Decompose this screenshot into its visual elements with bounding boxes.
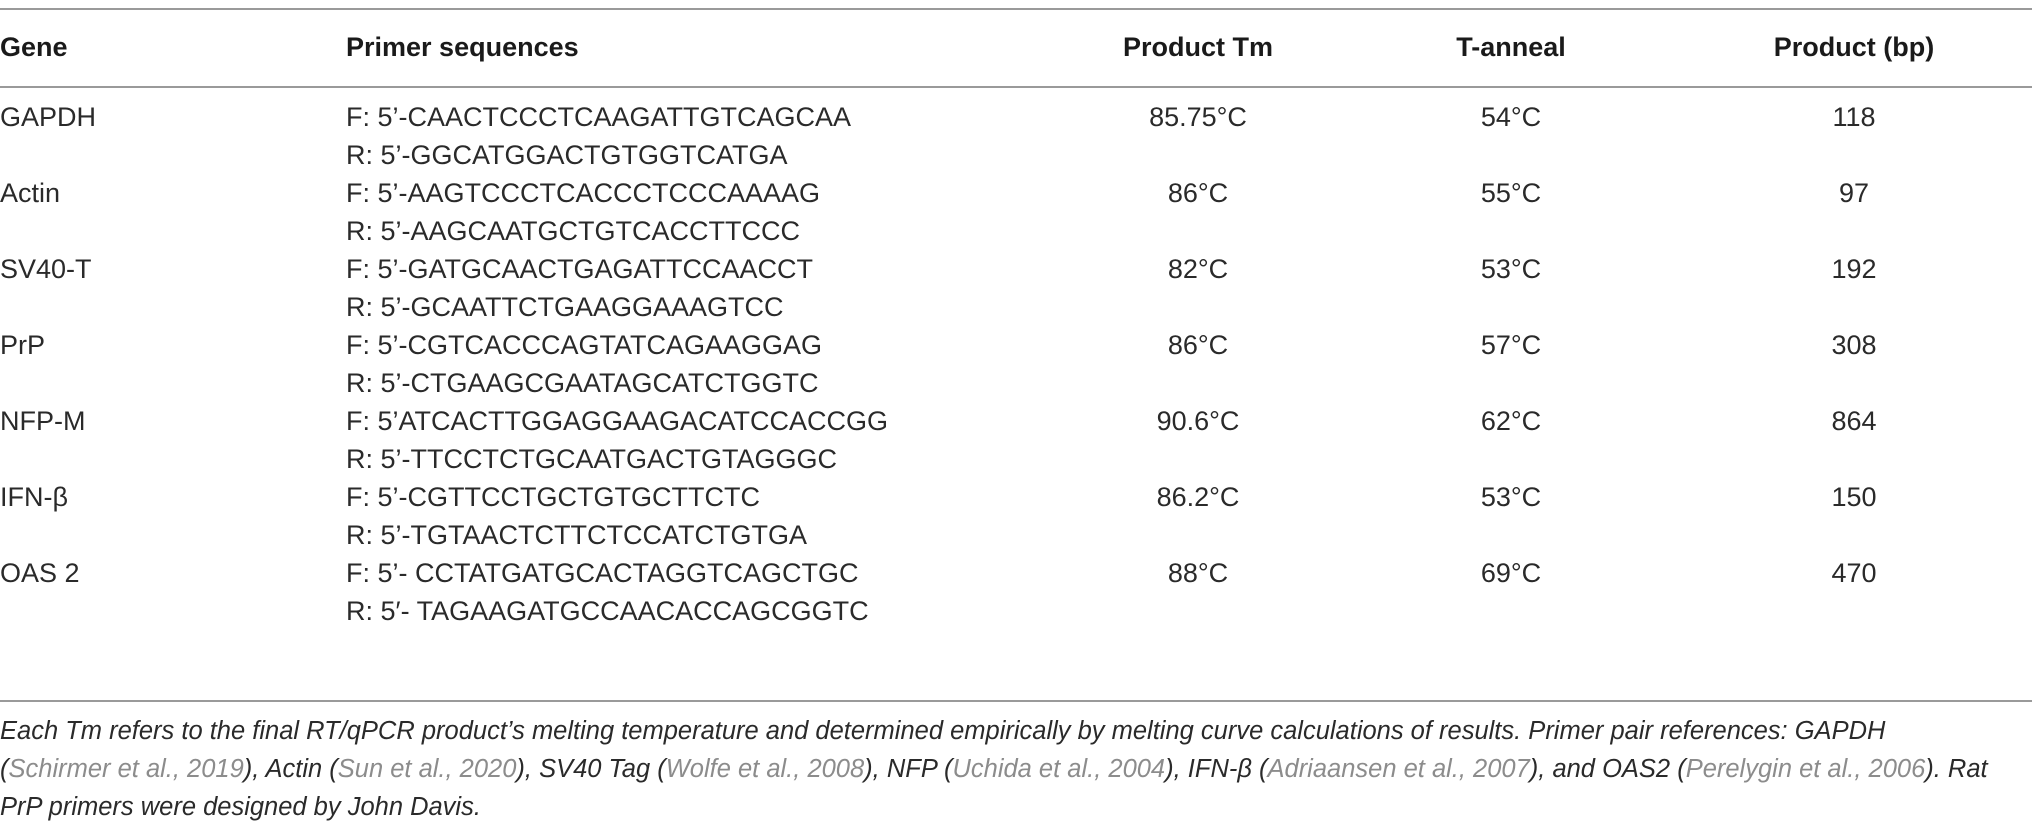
header-gene: Gene (0, 31, 68, 62)
cell-primers: F: 5’-GATGCAACTGAGATTCCAACCT R: 5’-GCAAT… (346, 250, 1050, 326)
forward-primer: F: 5’-AAGTCCCTCACCCTCCCAAAAG (346, 178, 821, 208)
cell-product-bp: 150 (1831, 482, 1877, 512)
cell-primers: F: 5’- CCTATGATGCACTAGGTCAGCTGC R: 5′- T… (346, 554, 1050, 630)
cell-product-tm: 86°C (1167, 178, 1229, 208)
reverse-primer: R: 5’-GGCATGGACTGTGGTCATGA (346, 140, 788, 170)
forward-primer: F: 5’-CGTTCCTGCTGTGCTTCTC (346, 482, 760, 512)
table-row: IFN-β F: 5’-CGTTCCTGCTGTGCTTCTC R: 5’-TG… (0, 478, 2032, 554)
cell-t-anneal: 57°C (1480, 330, 1542, 360)
cell-product-tm: 85.75°C (1149, 102, 1247, 132)
cell-product-bp: 864 (1831, 406, 1877, 436)
header-primer: Primer sequences (346, 31, 579, 62)
cell-primers: F: 5’-CAACTCCCTCAAGATTGTCAGCAA R: 5’-GGC… (346, 86, 1050, 174)
cell-gene: OAS 2 (0, 558, 80, 588)
reverse-primer: R: 5’-TGTAACTCTTCTCCATCTGTGA (346, 520, 807, 550)
cell-gene: Actin (0, 178, 61, 208)
cell-product-tm: 86.2°C (1156, 482, 1240, 512)
table-row: PrP F: 5’-CGTCACCCAGTATCAGAAGGAG R: 5’-C… (0, 326, 2032, 402)
cell-product-tm: 86°C (1167, 330, 1229, 360)
header-bottom-rule (0, 86, 2032, 88)
table-row: Actin F: 5’-AAGTCCCTCACCCTCCCAAAAG R: 5’… (0, 174, 2032, 250)
citation-link[interactable]: Uchida et al., 2004 (952, 755, 1166, 783)
cell-t-anneal: 55°C (1480, 178, 1542, 208)
citation-link[interactable]: Schirmer et al., 2019 (8, 755, 244, 783)
reverse-primer: R: 5′- TAGAAGATGCCAACACCAGCGGTC (346, 596, 869, 626)
cell-t-anneal: 54°C (1480, 102, 1542, 132)
table-row: GAPDH F: 5’-CAACTCCCTCAAGATTGTCAGCAA R: … (0, 86, 2032, 174)
reverse-primer: R: 5’-AAGCAATGCTGTCACCTTCCC (346, 216, 801, 246)
citation-link[interactable]: Perelygin et al., 2006 (1685, 755, 1926, 783)
table-row: OAS 2 F: 5’- CCTATGATGCACTAGGTCAGCTGC R:… (0, 554, 2032, 630)
footnote-text: ), NFP ( (864, 755, 953, 783)
header-t-anneal: T-anneal (1456, 31, 1566, 62)
header-product-tm: Product Tm (1122, 31, 1273, 62)
table-header: Gene Primer sequences Product Tm T-annea… (0, 8, 2032, 86)
cell-primers: F: 5’-AAGTCCCTCACCCTCCCAAAAG R: 5’-AAGCA… (346, 174, 1050, 250)
table-bottom-rule (0, 700, 2032, 702)
cell-primers: F: 5’-CGTTCCTGCTGTGCTTCTC R: 5’-TGTAACTC… (346, 478, 1050, 554)
cell-t-anneal: 53°C (1480, 254, 1542, 284)
cell-product-bp: 192 (1831, 254, 1877, 284)
cell-product-bp: 97 (1838, 178, 1870, 208)
footnote-text: ), SV40 Tag ( (516, 755, 666, 783)
cell-product-tm: 82°C (1167, 254, 1229, 284)
forward-primer: F: 5’- CCTATGATGCACTAGGTCAGCTGC (346, 558, 859, 588)
table-top-rule (0, 8, 2032, 10)
cell-primers: F: 5’ATCACTTGGAGGAAGACATCCACCGG R: 5’-TT… (346, 402, 1050, 478)
cell-gene: GAPDH (0, 102, 97, 132)
cell-t-anneal: 69°C (1480, 558, 1542, 588)
cell-t-anneal: 53°C (1480, 482, 1542, 512)
forward-primer: F: 5’-GATGCAACTGAGATTCCAACCT (346, 254, 814, 284)
table-row: SV40-T F: 5’-GATGCAACTGAGATTCCAACCT R: 5… (0, 250, 2032, 326)
footnote-text: ), and OAS2 ( (1529, 755, 1686, 783)
header-product-bp: Product (bp) (1773, 31, 1935, 62)
footnote-text: ), IFN-β ( (1165, 755, 1268, 783)
citation-link[interactable]: Wolfe et al., 2008 (665, 755, 865, 783)
cell-product-bp: 118 (1832, 102, 1876, 132)
cell-gene: SV40-T (0, 254, 92, 284)
footnote-text: Each Tm refers to the final RT/qPCR prod… (0, 717, 1886, 783)
cell-product-tm: 88°C (1167, 558, 1229, 588)
cell-product-tm: 90.6°C (1156, 406, 1240, 436)
reverse-primer: R: 5’-GCAATTCTGAAGGAAAGTCC (346, 292, 784, 322)
cell-t-anneal: 62°C (1480, 406, 1542, 436)
cell-gene: PrP (0, 330, 46, 360)
cell-primers: F: 5’-CGTCACCCAGTATCAGAAGGAG R: 5’-CTGAA… (346, 326, 1050, 402)
table-body: GAPDH F: 5’-CAACTCCCTCAAGATTGTCAGCAA R: … (0, 86, 2032, 630)
reverse-primer: R: 5’-TTCCTCTGCAATGACTGTAGGGC (346, 444, 837, 474)
forward-primer: F: 5’-CGTCACCCAGTATCAGAAGGAG (346, 330, 823, 360)
cell-product-bp: 470 (1831, 558, 1877, 588)
forward-primer: F: 5’ATCACTTGGAGGAAGACATCCACCGG (346, 406, 889, 436)
citation-link[interactable]: Adriaansen et al., 2007 (1267, 755, 1530, 783)
footnote-text: ). Rat PrP primers were designed by John… (0, 755, 1988, 821)
forward-primer: F: 5’-CAACTCCCTCAAGATTGTCAGCAA (346, 102, 852, 132)
cell-gene: NFP-M (0, 406, 86, 436)
footnote-text: ), Actin ( (243, 755, 338, 783)
cell-product-bp: 308 (1831, 330, 1877, 360)
primer-table: Gene Primer sequences Product Tm T-annea… (0, 8, 2032, 630)
cell-gene: IFN-β (0, 482, 69, 512)
reverse-primer: R: 5’-CTGAAGCGAATAGCATCTGGTC (346, 368, 819, 398)
table-row: NFP-M F: 5’ATCACTTGGAGGAAGACATCCACCGG R:… (0, 402, 2032, 478)
citation-link[interactable]: Sun et al., 2020 (337, 755, 517, 783)
table-footnote: Each Tm refers to the final RT/qPCR prod… (0, 712, 2000, 826)
